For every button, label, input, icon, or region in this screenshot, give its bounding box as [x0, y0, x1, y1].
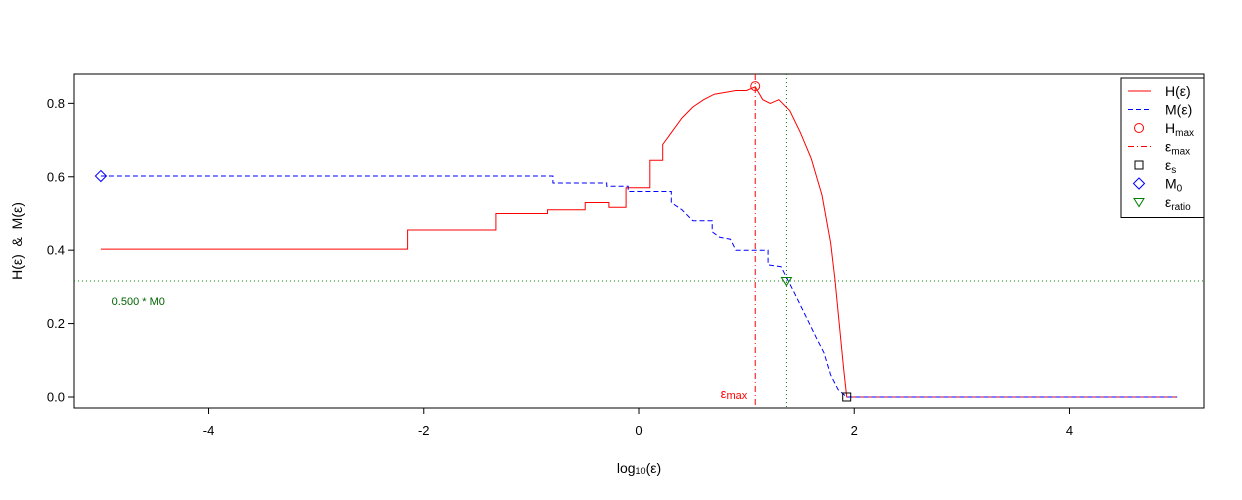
legend-label: H(ε) — [1165, 83, 1191, 99]
series-line-H — [100, 86, 1178, 398]
legend-label: εratio — [1165, 194, 1191, 213]
series-line-M — [100, 175, 1178, 398]
legend-item: Hmax — [1134, 120, 1194, 139]
x-tick-label: 4 — [1066, 423, 1073, 438]
legend-label: M0 — [1165, 176, 1183, 195]
legend-item: εmax — [1128, 139, 1190, 158]
x-axis-label: log10(ε) — [617, 460, 661, 476]
y-tick-label: 0.4 — [47, 243, 65, 258]
annotations: 0.500 * M0 εmax — [112, 296, 748, 402]
y-tick-label: 0.6 — [47, 169, 65, 184]
legend-label: εs — [1165, 157, 1176, 176]
legend-marker — [1133, 198, 1145, 208]
legend-item: εratio — [1133, 194, 1191, 213]
emax-annotation: εmax — [721, 386, 748, 402]
legend-label: εmax — [1165, 139, 1190, 158]
y-axis-label: H(ε) & M(ε) — [9, 202, 25, 280]
legend-label: Hmax — [1165, 120, 1194, 139]
legend-marker — [1134, 160, 1144, 170]
marker-square — [842, 392, 852, 402]
reference-lines — [74, 74, 1204, 408]
legend-item: H(ε) — [1128, 83, 1191, 99]
legend-item: M0 — [1132, 176, 1183, 195]
plot-frame — [73, 73, 1205, 409]
legend-marker — [1132, 177, 1146, 190]
marker-circle — [750, 81, 761, 92]
legend-item: εs — [1134, 157, 1176, 176]
markers-layer — [94, 81, 852, 402]
y-tick-label: 0.2 — [47, 316, 65, 331]
legend-item: M(ε) — [1128, 102, 1192, 118]
legend-box — [1120, 77, 1205, 218]
x-tick-label: 0 — [635, 423, 642, 438]
ratio-annotation: 0.500 * M0 — [112, 296, 165, 308]
legend-marker — [1134, 123, 1144, 133]
y-tick-label: 0.8 — [47, 96, 65, 111]
axes: -4 -2 0 2 4 0.0 0.2 0.4 0.6 0.8 — [47, 96, 1073, 438]
x-tick-label: -4 — [203, 423, 215, 438]
marker-triangle-down — [780, 277, 793, 287]
y-tick-label: 0.0 — [47, 389, 65, 404]
legend-label: M(ε) — [1165, 102, 1192, 118]
series-layer — [100, 86, 1178, 398]
marker-diamond — [94, 169, 108, 183]
x-tick-label: 2 — [851, 423, 858, 438]
x-tick-label: -2 — [418, 423, 430, 438]
